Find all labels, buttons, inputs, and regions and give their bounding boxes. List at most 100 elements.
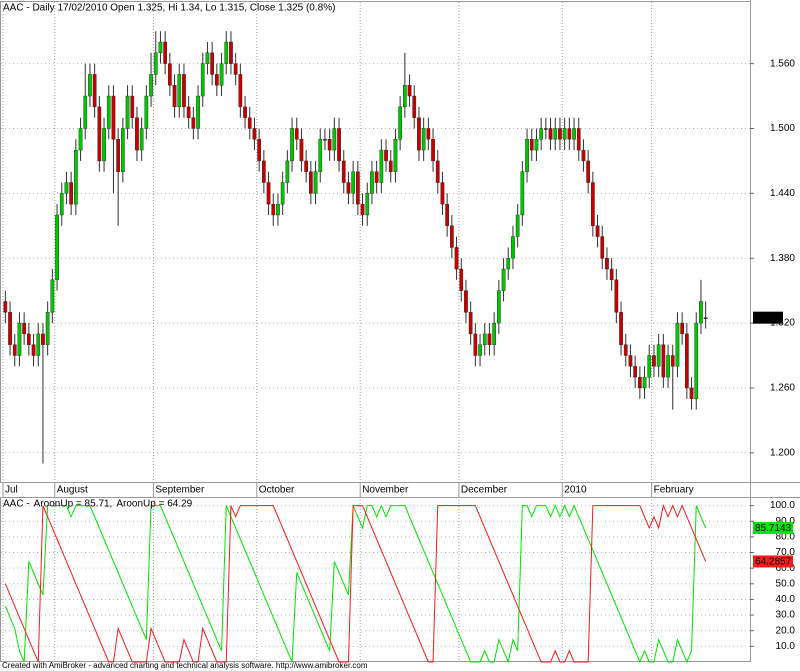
candle-body: [130, 95, 135, 118]
candle-body: [633, 366, 637, 378]
candle-body: [59, 193, 64, 216]
footer: Created with AmiBroker - advanced charti…: [2, 661, 368, 670]
y-tick-label: 70.0: [776, 547, 796, 558]
candle-body: [45, 312, 50, 345]
candle-body: [191, 117, 196, 129]
candle-body: [703, 317, 708, 319]
candle-body: [168, 63, 172, 86]
candle-body: [294, 128, 299, 140]
candle-body: [12, 344, 17, 356]
y-tick-label: 1.500: [770, 123, 795, 134]
candle-body: [567, 128, 572, 140]
candle-body: [36, 333, 41, 356]
candle-body: [205, 52, 210, 64]
last-value-label: 64.2857: [755, 557, 792, 568]
candle-body: [689, 387, 694, 399]
y-tick-label: 50.0: [776, 578, 796, 589]
candle-body: [562, 128, 567, 140]
candle-body: [8, 312, 12, 345]
y-tick-label: 60.0: [776, 563, 796, 574]
candle-body: [262, 160, 266, 183]
candle-body: [628, 355, 633, 367]
x-tick-label: August: [57, 485, 88, 496]
candle-body: [83, 95, 88, 129]
y-tick-label: 90.0: [776, 516, 796, 527]
y-tick-label: 20.0: [776, 625, 796, 636]
candle-body: [384, 149, 388, 162]
candle-body: [219, 63, 224, 86]
candle-body: [139, 128, 144, 151]
candle-body: [266, 182, 271, 205]
y-tick-label: 30.0: [776, 610, 796, 621]
candle-body: [318, 139, 323, 172]
candle-body: [257, 139, 261, 162]
candle-body: [215, 74, 219, 86]
candle-body: [614, 279, 619, 313]
candle-body: [520, 171, 525, 216]
last-value-label: 85.7143: [755, 523, 792, 534]
candle-body: [149, 74, 153, 97]
aroon-line: [4, 503, 707, 663]
candle-body: [506, 258, 511, 270]
last-price-tag: [753, 311, 783, 324]
candle-body: [388, 160, 393, 172]
candle-body: [365, 193, 370, 216]
candle-body: [50, 279, 55, 313]
legend-prefix: AAC -: [3, 499, 30, 510]
candle-body: [454, 247, 459, 270]
candle-body: [182, 74, 186, 108]
candle-body: [417, 117, 421, 151]
candle-body: [224, 41, 229, 64]
candle-body: [309, 171, 313, 194]
candle-body: [97, 106, 102, 162]
candle-body: [591, 182, 595, 226]
candle-body: [111, 95, 116, 140]
candle-body: [229, 41, 233, 64]
candle-body: [609, 268, 614, 281]
candle-body: [276, 203, 280, 216]
x-tick-label: 2010: [564, 485, 587, 496]
candle-body: [135, 117, 139, 151]
candle-body: [304, 160, 308, 172]
candle-body: [492, 322, 496, 345]
candle-body: [186, 106, 191, 118]
candle-body: [285, 160, 290, 183]
candle-body: [41, 333, 45, 345]
candle-body: [553, 128, 558, 140]
y-tick-label: 1.440: [770, 188, 795, 199]
x-tick-label: November: [362, 485, 409, 496]
candle-body: [600, 236, 605, 259]
candle-body: [511, 236, 515, 259]
legend-entry: AroonUp = 85.71,: [34, 499, 113, 510]
candle-body: [17, 322, 22, 356]
candle-body: [346, 182, 351, 194]
y-tick-label: 1.200: [770, 447, 795, 458]
candle-body: [102, 128, 106, 162]
candle-body: [177, 74, 182, 108]
candle-body: [271, 203, 276, 216]
candle-body: [581, 149, 586, 162]
candle-body: [238, 74, 243, 108]
candle-body: [252, 128, 257, 140]
candle-body: [88, 74, 92, 97]
candle-body: [69, 182, 73, 205]
candle-body: [125, 95, 130, 129]
x-tick-label: December: [461, 485, 508, 496]
x-tick-label: February: [654, 485, 694, 496]
legend-entry: AroonUp = 64.29: [116, 499, 192, 510]
candle-body: [638, 376, 642, 389]
candle-body: [544, 128, 548, 130]
candle-body: [666, 355, 670, 378]
candle-body: [694, 322, 699, 399]
candle-body: [313, 171, 318, 194]
candle-body: [243, 106, 247, 118]
candle-body: [468, 312, 473, 335]
candle-body: [473, 333, 478, 356]
candle-body: [3, 301, 8, 313]
y-tick-label: 1.260: [770, 383, 795, 394]
candle-body: [464, 290, 468, 313]
candle-body: [482, 333, 487, 345]
candle-body: [605, 258, 609, 270]
candle-body: [445, 203, 449, 226]
